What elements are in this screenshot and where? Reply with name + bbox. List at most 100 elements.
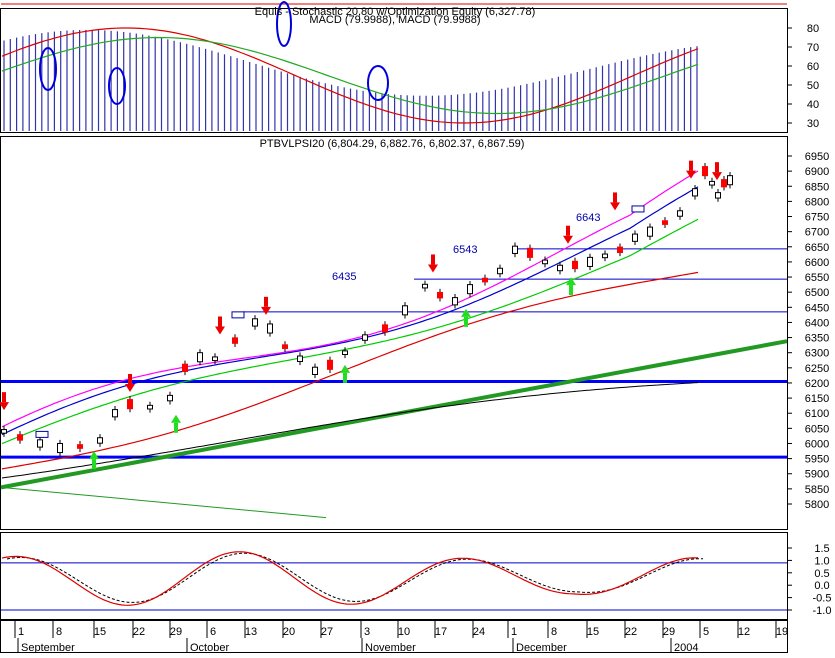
buy-signal-arrow: [566, 277, 576, 286]
macd-tick-label: 40: [807, 99, 819, 111]
macd-highlight-ellipse: [39, 47, 57, 91]
macd-signal-line: [1, 27, 699, 124]
macd-highlight-ellipse: [367, 65, 389, 101]
price-tick-label: 6900: [805, 166, 829, 178]
x-day-label: 8: [551, 626, 557, 638]
x-month-label: December: [516, 642, 567, 653]
candle-body: [57, 442, 63, 454]
x-day-label: 13: [245, 626, 257, 638]
x-day-label: 29: [170, 626, 182, 638]
x-day-label: 8: [56, 626, 62, 638]
price-tick-label: 6400: [805, 317, 829, 329]
price-tick-label: 6200: [805, 378, 829, 390]
candle-body: [542, 259, 548, 265]
sell-signal-arrow: [261, 306, 271, 315]
x-day-label: 1: [511, 626, 517, 638]
price-tick-label: 6300: [805, 348, 829, 360]
price-tick-label: 6750: [805, 212, 829, 224]
macd-subtitle: MACD (79.9988), MACD (79.9988): [309, 14, 480, 26]
candle-body: [197, 352, 203, 363]
buy-signal-arrow: [461, 308, 471, 317]
candle-body: [422, 283, 428, 289]
candle-body: [267, 323, 273, 334]
price-tick-label: 6450: [805, 302, 829, 314]
x-day-label: 12: [738, 626, 750, 638]
price-tick-label: 5950: [805, 454, 829, 466]
oscillator-tick-label: 0.5: [814, 568, 829, 580]
candle-body: [662, 220, 668, 225]
price-panel-frame: [0, 136, 788, 530]
sell-signal-arrow: [428, 264, 438, 273]
candle-body: [602, 253, 608, 259]
sell-signal-arrow: [712, 172, 722, 181]
candle-body: [252, 318, 258, 327]
candle-body: [677, 210, 683, 217]
sell-signal-arrow: [686, 170, 696, 179]
candle-body: [647, 226, 653, 237]
oscillator-signal-line: [6, 552, 703, 603]
macd-tick-label: 60: [807, 61, 819, 73]
sell-signal-arrow: [0, 402, 9, 411]
candle-body: [382, 324, 388, 333]
candle-body: [557, 264, 563, 272]
candle-body: [632, 233, 638, 242]
candle-body: [702, 166, 708, 177]
candle-body: [37, 439, 43, 448]
moving-average-red: [1, 271, 699, 470]
x-month-label: 2004: [674, 642, 698, 653]
sell-signal-arrow: [610, 202, 620, 211]
sell-signal-arrow: [563, 235, 573, 244]
candle-body: [709, 180, 715, 186]
price-tick-label: 6250: [805, 363, 829, 375]
macd-panel-frame: [0, 8, 788, 133]
marker-box: [35, 430, 49, 438]
candle-body: [212, 356, 218, 362]
x-day-label: 20: [283, 626, 295, 638]
candle-body: [182, 363, 188, 372]
buy-signal-arrow-shaft: [174, 422, 178, 433]
price-tick-label: 6600: [805, 257, 829, 269]
candle-body: [482, 277, 488, 283]
x-day-label: 22: [133, 626, 145, 638]
price-tick-label: 6950: [805, 151, 829, 163]
level-6435-label: 6435: [332, 271, 356, 283]
candle-body: [527, 247, 533, 258]
price-title: PTBVLPSI20 (6,804.29, 6,882.76, 6,802.37…: [260, 138, 525, 150]
price-tick-label: 6650: [805, 242, 829, 254]
sell-signal-arrow-shaft: [431, 254, 435, 265]
buy-signal-arrow: [171, 414, 181, 423]
buy-signal-arrow-shaft: [569, 285, 573, 296]
trend-line-thin: [0, 486, 327, 519]
macd-highlight-ellipse: [108, 67, 126, 105]
candle-body: [77, 444, 83, 449]
price-tick-label: 5850: [805, 484, 829, 496]
candle-body: [127, 399, 133, 410]
price-tick-label: 6550: [805, 272, 829, 284]
x-day-label: 27: [321, 626, 333, 638]
x-day-label: 24: [473, 626, 485, 638]
candle-body: [112, 409, 118, 418]
x-month-label: October: [190, 642, 229, 653]
sell-signal-arrow-shaft: [566, 225, 570, 236]
oscillator-tick-label: 1.5: [814, 543, 829, 555]
moving-average-short: [1, 170, 699, 428]
sell-signal-arrow-shaft: [264, 296, 268, 307]
oscillator-line: [1, 551, 699, 606]
buy-signal-arrow-shaft: [343, 372, 347, 383]
macd-tick-label: 50: [807, 80, 819, 92]
oscillator-tick-label: -1.0: [813, 605, 832, 617]
price-tick-label: 6700: [805, 227, 829, 239]
candle-body: [692, 188, 698, 197]
level-6643-label: 6643: [576, 212, 600, 224]
candle-body: [402, 305, 408, 316]
candle-body: [362, 334, 368, 341]
price-tick-label: 6050: [805, 423, 829, 435]
moving-average-long: [1, 382, 699, 479]
candle-body: [572, 260, 578, 270]
macd-tick-label: 70: [807, 42, 819, 54]
x-day-label: 15: [587, 626, 599, 638]
sell-signal-arrow-shaft: [218, 316, 222, 327]
candle-body: [147, 404, 153, 410]
